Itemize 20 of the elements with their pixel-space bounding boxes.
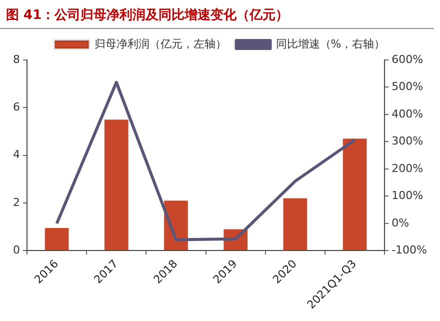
y-tick-label: 4 — [13, 148, 20, 162]
y2-tick-label: 300% — [392, 134, 424, 148]
bar — [342, 138, 367, 250]
y2-tick-label: 100% — [392, 189, 424, 202]
y2-tick-label: 200% — [392, 162, 424, 175]
bar — [44, 228, 69, 250]
y2-tick-label: 0% — [392, 216, 410, 230]
y2-tick-label: -100% — [392, 243, 428, 256]
y2-tick-label: 500% — [392, 80, 424, 94]
legend-label: 归母净利润（亿元，左轴） — [94, 37, 226, 50]
y2-tick-label: 600% — [392, 52, 424, 66]
bar — [283, 198, 308, 250]
y-tick-label: 8 — [13, 52, 20, 66]
legend-label: 同比增速（%，右轴） — [276, 37, 386, 50]
y-tick-label: 0 — [13, 243, 20, 256]
y-tick-label: 2 — [13, 196, 20, 209]
bar — [104, 120, 128, 250]
y2-tick-label: 400% — [392, 107, 424, 120]
chart-title: 图 41：公司归母净利润及同比增速变化（亿元） — [0, 0, 434, 29]
y-tick-label: 6 — [13, 100, 20, 114]
